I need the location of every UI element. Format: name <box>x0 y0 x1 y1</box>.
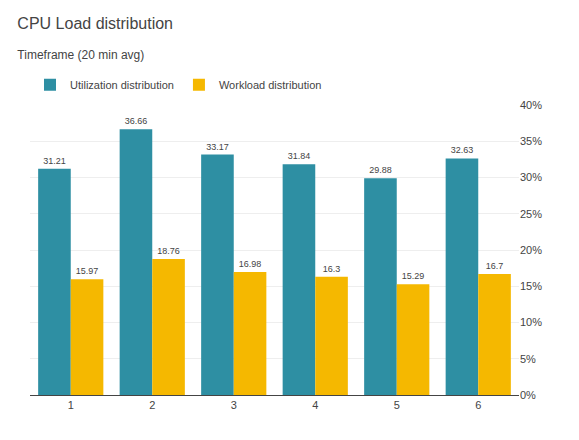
svg-text:5: 5 <box>394 399 400 411</box>
svg-text:16.7: 16.7 <box>486 261 504 271</box>
svg-text:6: 6 <box>475 399 481 411</box>
svg-text:15%: 15% <box>520 280 542 292</box>
svg-text:16.98: 16.98 <box>239 259 262 269</box>
svg-text:32.63: 32.63 <box>451 145 474 155</box>
svg-text:Workload distribution: Workload distribution <box>219 79 322 91</box>
svg-text:15.97: 15.97 <box>76 266 99 276</box>
svg-text:2: 2 <box>149 399 155 411</box>
svg-text:33.17: 33.17 <box>206 142 229 152</box>
svg-text:20%: 20% <box>520 244 542 256</box>
svg-text:Timeframe (20 min avg): Timeframe (20 min avg) <box>17 48 144 62</box>
svg-text:36.66: 36.66 <box>125 116 148 126</box>
svg-text:31.21: 31.21 <box>43 156 66 166</box>
svg-text:40%: 40% <box>520 99 542 111</box>
svg-text:25%: 25% <box>520 208 542 220</box>
svg-text:16.3: 16.3 <box>323 264 341 274</box>
svg-text:18.76: 18.76 <box>157 246 180 256</box>
svg-text:1: 1 <box>68 399 74 411</box>
svg-text:0%: 0% <box>520 389 536 401</box>
svg-text:29.88: 29.88 <box>369 165 392 175</box>
svg-text:5%: 5% <box>520 353 536 365</box>
svg-text:10%: 10% <box>520 316 542 328</box>
svg-text:30%: 30% <box>520 171 542 183</box>
svg-text:31.84: 31.84 <box>288 151 311 161</box>
svg-text:4: 4 <box>312 399 318 411</box>
svg-text:3: 3 <box>231 399 237 411</box>
svg-text:15.29: 15.29 <box>402 271 425 281</box>
svg-text:35%: 35% <box>520 135 542 147</box>
svg-text:Utilization distribution: Utilization distribution <box>70 79 174 91</box>
svg-text:CPU Load distribution: CPU Load distribution <box>17 15 173 32</box>
